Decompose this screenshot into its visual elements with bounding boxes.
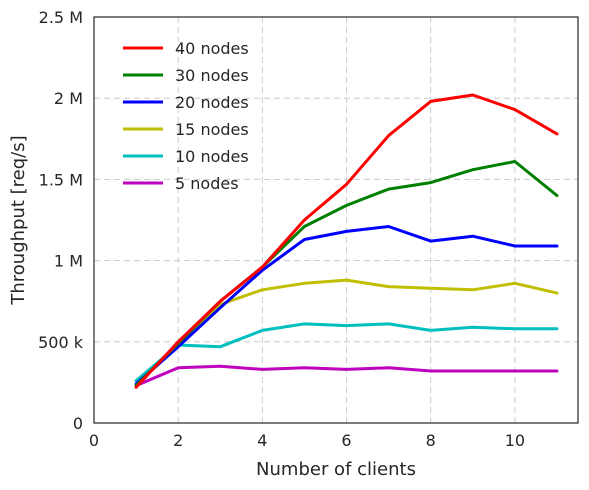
series-lines: [134, 93, 559, 389]
x-axis-label: Number of clients: [256, 459, 416, 480]
x-tick-label: 10: [505, 431, 525, 450]
y-axis-ticks: 0 500 k 1 M 1.5 M 2 M 2.5 M: [38, 8, 84, 433]
grid-lines: [94, 17, 578, 423]
x-tick-label: 4: [257, 431, 267, 450]
series-line-15-nodes: [134, 278, 559, 388]
legend-label: 5 nodes: [175, 174, 239, 193]
legend-label: 10 nodes: [175, 147, 249, 166]
series-line-5-nodes: [134, 364, 559, 388]
legend-label: 20 nodes: [175, 93, 249, 112]
y-tick-label: 1.5 M: [39, 170, 83, 189]
x-tick-label: 6: [341, 431, 351, 450]
legend-label: 15 nodes: [175, 120, 249, 139]
series-line-10-nodes: [134, 322, 559, 383]
series-line-40-nodes: [134, 93, 559, 389]
legend-label: 30 nodes: [175, 66, 249, 85]
x-tick-label: 8: [426, 431, 436, 450]
y-tick-label: 2 M: [54, 89, 83, 108]
y-tick-label: 500 k: [38, 333, 84, 352]
legend: 40 nodes 30 nodes 20 nodes 15 nodes 10 nodes…: [123, 39, 249, 193]
y-axis-label: Throughput [req/s]: [8, 135, 29, 305]
legend-label: 40 nodes: [175, 39, 249, 58]
x-tick-label: 0: [89, 431, 99, 450]
x-tick-label: 2: [173, 431, 183, 450]
series-line-20-nodes: [134, 225, 559, 386]
plot-area-frame: [93, 16, 579, 424]
y-tick-label: 1 M: [54, 252, 83, 271]
y-tick-label: 2.5 M: [39, 8, 83, 27]
x-axis-ticks: 0 2 4 6 8 10: [89, 431, 525, 450]
y-tick-label: 0: [73, 414, 83, 433]
